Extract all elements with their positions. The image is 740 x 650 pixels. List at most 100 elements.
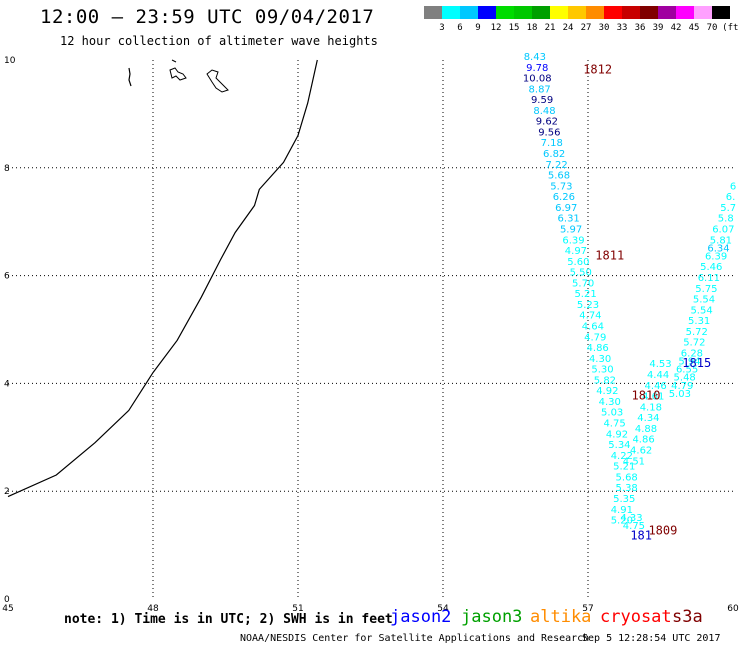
wave-height-value: 5.03 <box>669 389 691 400</box>
wave-height-value: 6.11 <box>698 273 720 284</box>
footer-credit: NOAA/NESDIS Center for Satellite Applica… <box>240 633 590 644</box>
wave-height-value: 6.39 <box>562 235 584 246</box>
wave-height-value: 9.78 <box>526 63 548 74</box>
footer-timestamp: Sep 5 12:28:54 UTC 2017 <box>582 633 721 644</box>
wave-height-value: 5.7 <box>720 203 736 214</box>
legend-swatch <box>658 6 676 19</box>
satellite-label-altika: altika <box>530 607 592 627</box>
satellite-label-s3a: s3a <box>672 607 703 627</box>
legend-swatch <box>478 6 496 19</box>
legend-label: 6 <box>457 23 463 33</box>
wave-height-value: 5.34 <box>608 440 630 451</box>
track-label: 1811 <box>595 248 624 262</box>
wave-height-value: 6.39 <box>705 251 727 262</box>
wave-height-value: 5.20 <box>611 516 633 527</box>
island-shape <box>128 67 132 87</box>
x-tick-label: 57 <box>582 604 593 614</box>
legend-swatch <box>568 6 586 19</box>
wave-height-value: 5.30 <box>591 365 613 376</box>
wave-height-value: 4.51 <box>623 456 645 467</box>
wave-height-value: 4.18 <box>640 402 662 413</box>
legend-swatch <box>676 6 694 19</box>
wave-height-value: 4.64 <box>582 322 604 333</box>
legend-swatch <box>424 6 442 19</box>
wave-height-value: 5.75 <box>695 284 717 295</box>
wave-height-value: 4.79 <box>584 332 606 343</box>
wave-height-value: 5.97 <box>560 224 582 235</box>
wave-height-value: 5.72 <box>683 338 705 349</box>
track-label: 181 <box>630 529 652 543</box>
wave-height-value: 4.79 <box>671 381 693 392</box>
wave-height-value: 4.86 <box>587 343 609 354</box>
legend-swatch <box>712 6 730 19</box>
wave-height-value: 6.55 <box>676 365 698 376</box>
coastline <box>7 59 318 498</box>
legend-label: 24 <box>562 23 574 33</box>
legend-unit-label: (ft) <box>722 23 740 33</box>
wave-height-value: 4.62 <box>630 445 652 456</box>
legend-label: 27 <box>580 23 592 33</box>
legend-label: 21 <box>544 23 556 33</box>
legend-swatch <box>622 6 640 19</box>
wave-height-value: 5.60 <box>567 257 589 268</box>
legend-label: 3 <box>439 23 445 33</box>
wave-height-value: 5.38 <box>616 483 638 494</box>
color-scale-legend <box>424 6 730 19</box>
x-tick-label: 51 <box>292 604 303 614</box>
x-tick-label: 54 <box>437 604 449 614</box>
wave-height-value: 5.54 <box>690 305 712 316</box>
wave-height-value: 4.75 <box>603 419 625 430</box>
island-shape <box>206 69 229 93</box>
wave-height-value: 5.73 <box>550 181 572 192</box>
y-tick-label: 8 <box>4 164 10 174</box>
wave-height-value: 5.21 <box>613 462 635 473</box>
track-label: 1810 <box>632 389 661 403</box>
page-subtitle: 12 hour collection of altimeter wave hei… <box>60 34 378 48</box>
wave-height-value: 5.94 <box>678 357 700 368</box>
wave-height-value: 4.46 <box>645 381 667 392</box>
wave-height-value: 4.92 <box>596 386 618 397</box>
wave-height-value: 4.86 <box>632 435 654 446</box>
page-title: 12:00 – 23:59 UTC 09/04/2017 <box>40 6 375 28</box>
wave-height-value: 6.31 <box>558 214 580 225</box>
legend-swatch <box>532 6 550 19</box>
wave-height-value: 4.92 <box>606 429 628 440</box>
x-tick-label: 45 <box>2 604 13 614</box>
track-label: 1812 <box>583 62 612 76</box>
wave-height-value: 5.21 <box>574 289 596 300</box>
wave-height-value: 8.48 <box>533 106 555 117</box>
wave-height-value: 4.88 <box>635 424 657 435</box>
wave-height-value: 4.22 <box>611 451 633 462</box>
legend-label: 30 <box>598 23 610 33</box>
wave-height-value: 4.97 <box>565 246 587 257</box>
wave-height-value: 5.23 <box>577 300 599 311</box>
legend-label: 42 <box>670 23 682 33</box>
footer-note: note: 1) Time is in UTC; 2) SWH is in fe… <box>64 612 393 627</box>
wave-height-value: 4.74 <box>579 311 601 322</box>
wave-height-value: 6.28 <box>681 348 703 359</box>
wave-height-value: 6 <box>730 181 736 192</box>
wave-height-value: 4.53 <box>649 359 671 370</box>
wave-height-value: 4.75 <box>623 521 645 532</box>
wave-height-value: 6.34 <box>707 243 729 254</box>
wave-height-value: 6. <box>726 192 736 203</box>
legend-swatch <box>514 6 532 19</box>
x-tick-label: 48 <box>147 604 159 614</box>
wave-height-value: 5.68 <box>548 171 570 182</box>
wave-height-value: 5.81 <box>710 235 732 246</box>
wave-height-value: 5.68 <box>616 472 638 483</box>
wave-height-value: 4.30 <box>599 397 621 408</box>
island-shape <box>169 59 187 81</box>
wave-height-value: 5.8 <box>718 214 734 225</box>
legend-label: 15 <box>508 23 520 33</box>
wave-height-value: 5.82 <box>594 375 616 386</box>
wave-height-value: 9.56 <box>538 127 560 138</box>
legend-label: 12 <box>490 23 502 33</box>
track-label: 1809 <box>648 523 677 537</box>
wave-height-value: 4.44 <box>647 370 669 381</box>
wave-height-value: 5.48 <box>674 373 696 384</box>
wave-height-value: 8.43 <box>524 52 546 63</box>
wave-height-value: 5.35 <box>613 494 635 505</box>
